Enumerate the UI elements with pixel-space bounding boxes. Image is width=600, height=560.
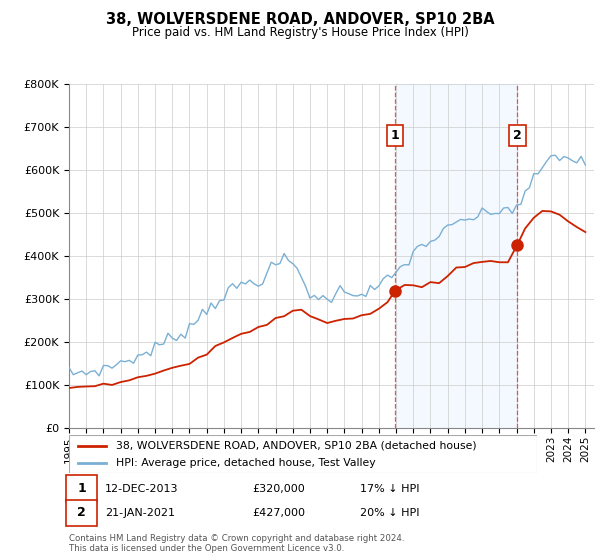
- Text: Price paid vs. HM Land Registry's House Price Index (HPI): Price paid vs. HM Land Registry's House …: [131, 26, 469, 39]
- Text: 21-JAN-2021: 21-JAN-2021: [105, 508, 175, 518]
- Text: 2: 2: [513, 129, 522, 142]
- Text: 1: 1: [77, 482, 86, 496]
- Text: £320,000: £320,000: [252, 484, 305, 494]
- Bar: [395, 84, 517, 428]
- Text: HPI: Average price, detached house, Test Valley: HPI: Average price, detached house, Test…: [116, 458, 376, 468]
- Text: 38, WOLVERSDENE ROAD, ANDOVER, SP10 2BA: 38, WOLVERSDENE ROAD, ANDOVER, SP10 2BA: [106, 12, 494, 27]
- Text: 20% ↓ HPI: 20% ↓ HPI: [360, 508, 419, 518]
- Text: 1: 1: [391, 129, 400, 142]
- Text: 38, WOLVERSDENE ROAD, ANDOVER, SP10 2BA (detached house): 38, WOLVERSDENE ROAD, ANDOVER, SP10 2BA …: [116, 441, 476, 451]
- Text: 12-DEC-2013: 12-DEC-2013: [105, 484, 179, 494]
- Text: 2: 2: [77, 506, 86, 520]
- Text: Contains HM Land Registry data © Crown copyright and database right 2024.
This d: Contains HM Land Registry data © Crown c…: [69, 534, 404, 553]
- Text: £427,000: £427,000: [252, 508, 305, 518]
- Text: 17% ↓ HPI: 17% ↓ HPI: [360, 484, 419, 494]
